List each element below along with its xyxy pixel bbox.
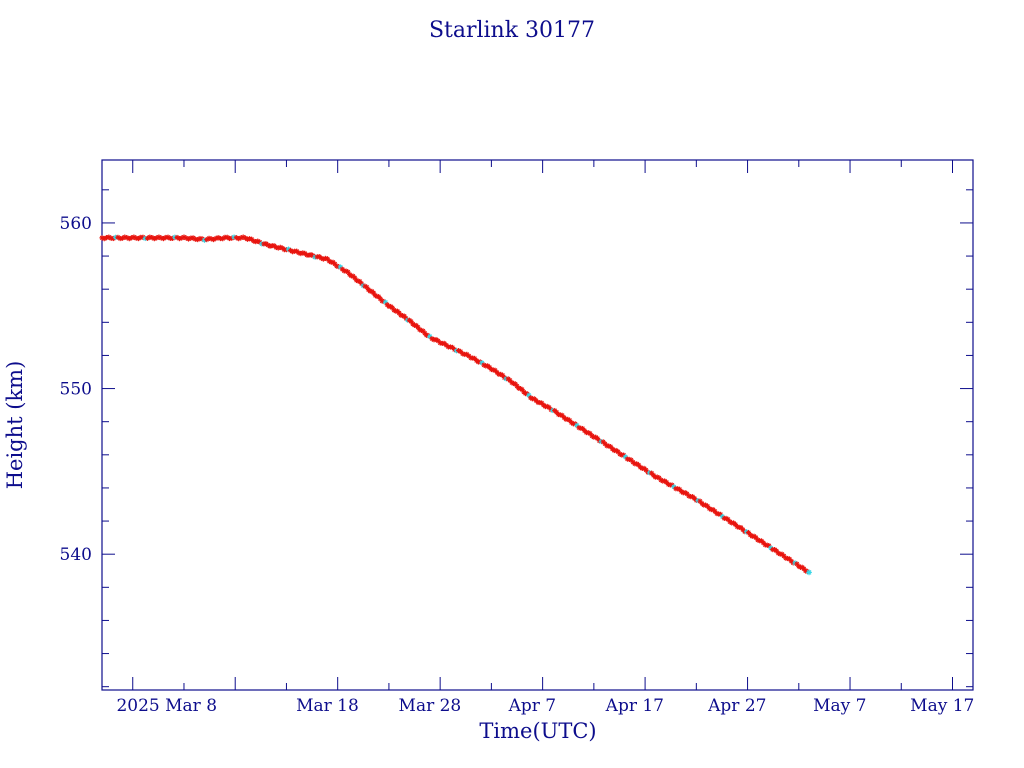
chart-title: Starlink 30177 xyxy=(429,18,595,43)
data-point-marker xyxy=(277,244,283,250)
y-axis-title: Height (km) xyxy=(3,361,27,490)
y-tick-label: 560 xyxy=(60,214,92,234)
data-point-marker xyxy=(806,569,812,576)
series-line xyxy=(102,237,810,573)
x-axis-ticks: Mar 28 Apr 7 Apr 17 Apr 27 May 7 May 17 2025 M… xyxy=(116,160,974,716)
x-tick-label: Apr 27 xyxy=(707,696,766,716)
x-tick-label: Apr 7 xyxy=(508,696,557,716)
data-point-marker xyxy=(775,550,781,556)
x-tick-label: May 17 xyxy=(910,696,974,716)
y-tick-label: 540 xyxy=(60,545,92,565)
x-tick-label: 2025 Mar 8 xyxy=(116,696,217,716)
y-axis-ticks: 540 550 560 xyxy=(60,189,973,688)
x-tick-label: May 7 xyxy=(813,696,866,716)
data-point-marker xyxy=(449,344,456,351)
data-point-marker xyxy=(519,386,525,393)
x-tick-label: Mar 28 xyxy=(399,696,462,716)
data-series xyxy=(99,234,812,576)
plot-frame xyxy=(101,159,974,691)
y-tick-label: 550 xyxy=(60,380,92,400)
x-tick-label: Mar 18 xyxy=(296,696,359,716)
x-tick-label: Apr 17 xyxy=(605,696,664,716)
x-axis-title: Time(UTC) xyxy=(479,719,596,743)
